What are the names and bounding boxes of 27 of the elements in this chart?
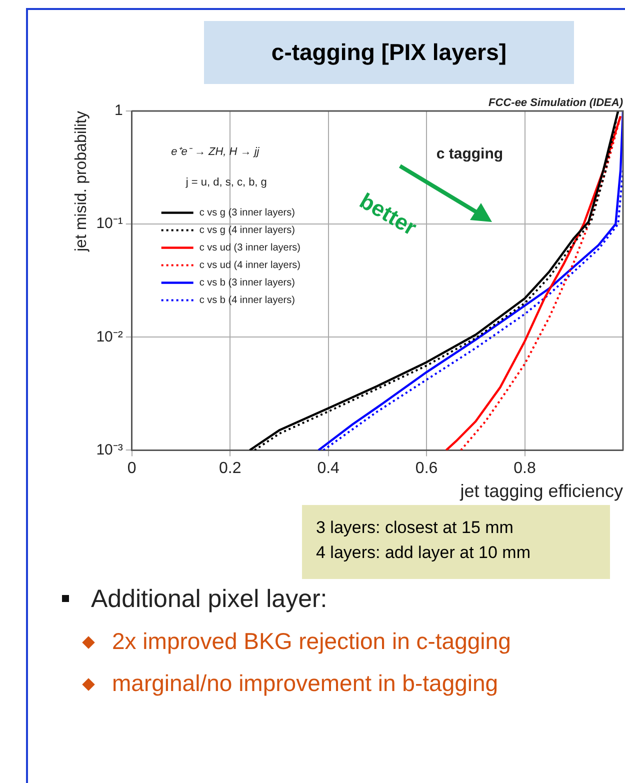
text: Additional pixel layer: — [90, 585, 328, 614]
text: 3 layers: closest at 15 mm — [316, 517, 514, 539]
legend-label: c vs g (3 inner layers) — [199, 208, 295, 219]
legend-label: c vs b (3 inner layers) — [199, 278, 295, 289]
y-tick-label: 10⁻¹ — [96, 215, 123, 232]
annotation: c tagging — [436, 145, 504, 162]
x-tick-label: 0.4 — [317, 460, 340, 478]
x-tick-label: 0.2 — [218, 460, 242, 478]
annotation: j = u, d, s, c, b, g — [184, 176, 267, 189]
x-tick-label: 0.6 — [415, 460, 438, 478]
x-axis-title: jet tagging efficiency — [459, 481, 623, 502]
y-tick-label: 1 — [114, 102, 123, 120]
legend-label: c vs ud (4 inner layers) — [199, 260, 301, 272]
x-tick-label: 0 — [127, 460, 136, 478]
text: marginal/no improvement in b-tagging — [112, 669, 500, 698]
legend-label: c vs b (4 inner layers) — [199, 295, 295, 306]
y-tick-label: 10⁻² — [96, 328, 123, 346]
legend-label: c vs ud (3 inner layers) — [199, 242, 301, 254]
x-tick-label: 0.8 — [514, 460, 536, 478]
y-axis-title: jet misid. probability — [73, 111, 90, 252]
text: 4 layers: add layer at 10 mm — [316, 542, 532, 564]
chart-title: c-tagging [PIX layers] — [204, 21, 574, 84]
annotation: e⁺e⁻ → ZH, H → jj — [171, 146, 260, 158]
legend-label: c vs g (4 inner layers) — [199, 225, 295, 236]
text: FCC-ee Simulation (IDEA) — [488, 97, 624, 109]
y-tick-label: 10⁻³ — [96, 441, 123, 458]
text: 2x improved BKG rejection in c-tagging — [112, 627, 512, 656]
